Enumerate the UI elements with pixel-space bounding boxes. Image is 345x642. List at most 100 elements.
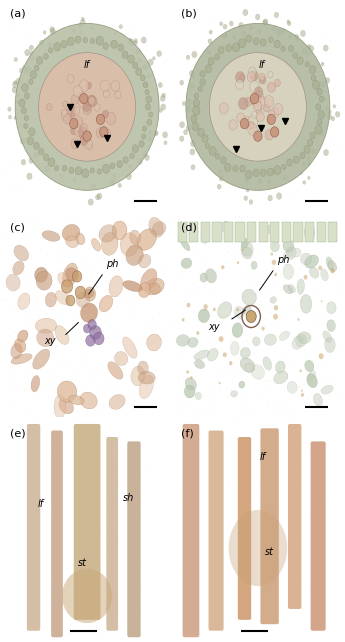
Point: [30, 77, 35, 87]
Point: [156, 146, 161, 156]
Point: [292, 631, 297, 641]
Point: [123, 390, 128, 401]
Point: [266, 437, 272, 447]
Point: [8, 382, 13, 392]
Point: [104, 40, 110, 51]
Point: [49, 372, 54, 383]
Point: [262, 41, 268, 51]
Point: [83, 172, 89, 182]
Point: [288, 361, 293, 372]
Point: [281, 71, 287, 81]
Point: [53, 224, 58, 234]
Ellipse shape: [91, 238, 101, 251]
Point: [150, 571, 156, 581]
Point: [110, 134, 116, 144]
Point: [62, 22, 67, 33]
Point: [300, 224, 306, 234]
Point: [184, 172, 189, 182]
Point: [79, 349, 85, 360]
Point: [307, 525, 312, 535]
Point: [310, 507, 316, 517]
Point: [70, 433, 76, 444]
Point: [47, 45, 52, 55]
Point: [128, 309, 134, 319]
Point: [58, 395, 64, 405]
Point: [129, 356, 134, 367]
Point: [21, 137, 26, 148]
Point: [187, 332, 192, 342]
Point: [241, 162, 246, 172]
Point: [155, 139, 160, 150]
Point: [248, 78, 254, 89]
Point: [143, 107, 148, 117]
Circle shape: [79, 31, 82, 35]
Point: [112, 379, 118, 390]
Point: [26, 363, 31, 373]
Point: [279, 347, 285, 358]
Point: [270, 197, 276, 207]
Point: [256, 510, 262, 520]
Point: [84, 0, 89, 9]
Point: [1, 558, 6, 568]
Point: [72, 242, 78, 252]
Point: [90, 40, 96, 50]
Point: [312, 444, 317, 454]
Ellipse shape: [283, 252, 290, 259]
Point: [335, 596, 341, 606]
Point: [268, 300, 274, 311]
Point: [200, 529, 205, 539]
Point: [310, 501, 316, 512]
Point: [75, 552, 80, 562]
Circle shape: [309, 46, 314, 52]
Point: [156, 11, 161, 21]
Point: [90, 463, 95, 473]
Point: [272, 378, 277, 388]
Circle shape: [148, 137, 152, 142]
Point: [337, 49, 342, 60]
Point: [146, 390, 152, 401]
Point: [78, 367, 83, 377]
Point: [147, 262, 152, 272]
Point: [104, 405, 109, 415]
Point: [112, 51, 118, 62]
Point: [312, 275, 317, 285]
Point: [218, 461, 223, 471]
Point: [252, 611, 258, 621]
Point: [317, 465, 323, 475]
Point: [199, 257, 204, 268]
Point: [108, 427, 114, 437]
Point: [266, 314, 271, 324]
Point: [197, 361, 202, 372]
Point: [21, 70, 26, 80]
Point: [110, 498, 116, 508]
Point: [155, 12, 161, 22]
Ellipse shape: [321, 385, 333, 394]
Point: [229, 370, 234, 381]
Point: [288, 59, 294, 69]
Point: [195, 358, 200, 368]
Point: [283, 32, 289, 42]
Point: [285, 67, 290, 77]
Point: [29, 372, 35, 383]
Point: [292, 480, 298, 490]
Point: [280, 232, 285, 242]
Point: [263, 188, 269, 198]
Point: [12, 289, 18, 299]
Point: [89, 319, 95, 329]
Point: [157, 66, 163, 76]
Point: [332, 334, 337, 344]
Point: [247, 29, 253, 39]
Point: [230, 55, 236, 65]
Text: xy: xy: [45, 336, 56, 345]
Point: [212, 12, 217, 22]
Point: [337, 480, 343, 490]
Point: [215, 51, 220, 61]
Point: [166, 571, 171, 581]
Point: [332, 132, 337, 143]
Point: [8, 24, 14, 34]
Point: [229, 311, 235, 322]
Point: [40, 193, 46, 203]
Point: [240, 320, 246, 331]
Ellipse shape: [80, 392, 97, 409]
Point: [273, 438, 278, 448]
